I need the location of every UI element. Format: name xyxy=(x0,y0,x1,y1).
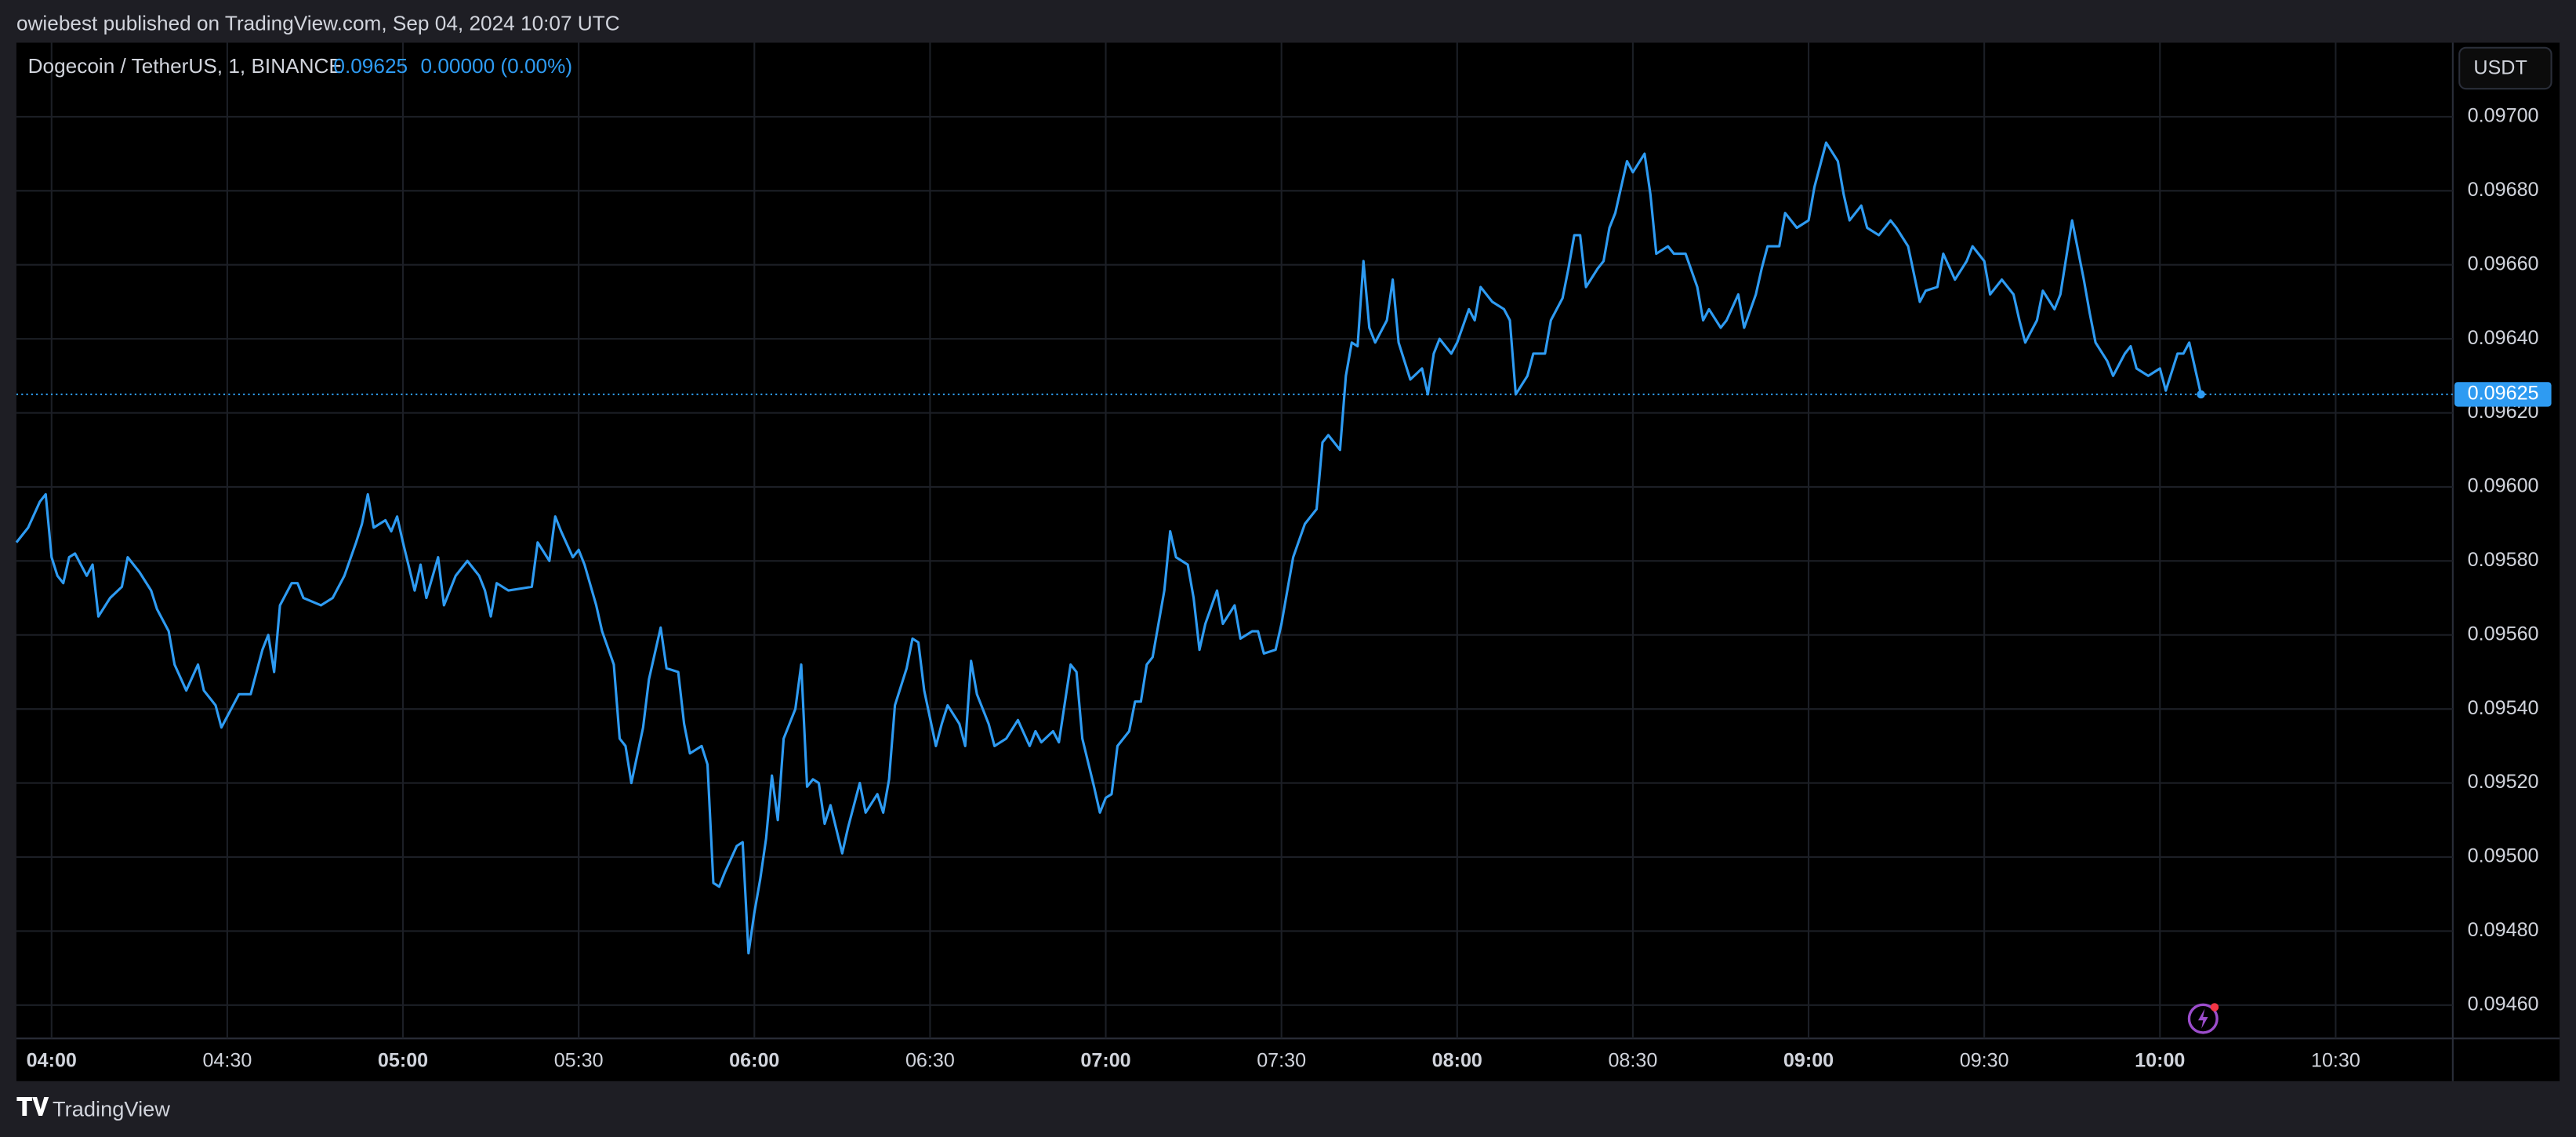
x-tick-label: 09:30 xyxy=(1960,1049,2009,1071)
y-tick-label: 0.09640 xyxy=(2468,327,2539,349)
plot xyxy=(15,141,2453,955)
axis-labels: 0.09460 0.09480 0.09500 0.09520 0.09540 0.095… xyxy=(27,105,2552,1071)
y-tick-label: 0.09660 xyxy=(2468,252,2539,274)
y-tick-label: 0.09580 xyxy=(2468,549,2539,571)
y-tick-label: 0.09700 xyxy=(2468,105,2539,127)
x-tick-label: 10:30 xyxy=(2311,1049,2360,1071)
symbol-title: Dogecoin / TetherUS, 1, BINANCE xyxy=(28,54,343,78)
y-tick-label: 0.09540 xyxy=(2468,697,2539,719)
legend-change: 0.00000 (0.00%) xyxy=(420,54,572,78)
y-tick-label: 0.09600 xyxy=(2468,475,2539,497)
x-tick-label: 05:00 xyxy=(378,1049,428,1071)
currency-button[interactable] xyxy=(2458,46,2552,90)
y-tick-label: 0.09460 xyxy=(2468,993,2539,1015)
y-tick-label: 0.09560 xyxy=(2468,623,2539,645)
currency-label[interactable]: USDT xyxy=(2473,57,2527,79)
x-tick-label: 05:30 xyxy=(554,1049,604,1071)
x-tick-label: 07:30 xyxy=(1257,1049,1306,1071)
chart-panel xyxy=(16,42,2560,1081)
x-tick-label: 09:00 xyxy=(1783,1049,1834,1071)
brand: TradingView xyxy=(53,1097,170,1121)
y-tick-label: 0.09520 xyxy=(2468,771,2539,793)
tv-logo: 𝐓𝐕 xyxy=(16,1094,49,1121)
x-tick-label: 06:30 xyxy=(905,1049,955,1071)
x-tick-label: 07:00 xyxy=(1080,1049,1130,1071)
x-tick-label: 10:00 xyxy=(2135,1049,2185,1071)
x-tick-label: 08:30 xyxy=(1608,1049,1657,1071)
y-tick-label: 0.09680 xyxy=(2468,179,2539,201)
last-price-box xyxy=(2454,382,2552,407)
last-price-label: 0.09625 xyxy=(2468,383,2539,405)
publish-info: owiebest published on TradingView.com, S… xyxy=(16,11,620,35)
legend-price: 0.09625 xyxy=(333,54,408,78)
x-tick-label: 04:30 xyxy=(202,1049,252,1071)
x-tick-label: 08:00 xyxy=(1432,1049,1482,1071)
price-line xyxy=(15,141,2203,955)
x-tick-label: 06:00 xyxy=(729,1049,779,1071)
x-tick-label: 04:00 xyxy=(27,1049,77,1071)
y-tick-label: 0.09500 xyxy=(2468,845,2539,867)
lightning-icon[interactable] xyxy=(2187,1003,2219,1034)
y-tick-label: 0.09480 xyxy=(2468,919,2539,941)
grid xyxy=(16,42,2453,1039)
